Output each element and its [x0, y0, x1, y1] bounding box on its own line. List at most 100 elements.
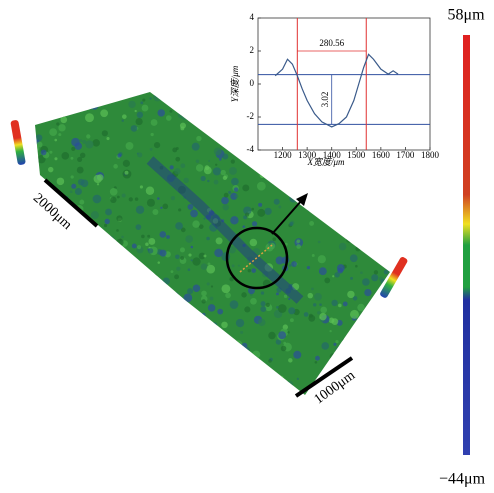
colorbar-min: −44μm	[439, 471, 486, 488]
texture	[378, 305, 382, 309]
texture	[372, 364, 380, 371]
texture	[144, 336, 150, 342]
texture	[235, 194, 239, 198]
texture	[387, 232, 390, 235]
texture	[372, 188, 380, 196]
texture	[96, 290, 101, 295]
texture	[373, 187, 378, 192]
texture	[96, 174, 104, 181]
texture	[67, 374, 74, 381]
texture	[231, 177, 239, 186]
texture	[251, 221, 258, 227]
texture	[228, 246, 236, 254]
texture	[382, 353, 385, 356]
texture	[320, 306, 328, 314]
texture	[179, 312, 185, 318]
colorbar	[463, 35, 470, 455]
texture	[191, 142, 200, 151]
texture	[106, 136, 110, 141]
texture	[153, 141, 161, 149]
texture	[134, 197, 139, 201]
texture	[82, 324, 91, 333]
texture	[296, 239, 301, 244]
texture	[360, 322, 364, 326]
texture	[195, 164, 204, 172]
texture	[121, 119, 124, 122]
texture	[40, 98, 50, 108]
texture	[130, 125, 138, 132]
texture	[229, 277, 234, 282]
texture	[58, 327, 68, 337]
texture	[72, 371, 77, 376]
texture	[273, 394, 279, 395]
texture	[334, 272, 340, 278]
texture	[213, 120, 223, 129]
texture	[272, 380, 276, 384]
texture	[79, 199, 85, 205]
y-tick-label: 4	[250, 12, 255, 22]
texture	[95, 352, 101, 359]
texture	[71, 331, 80, 341]
texture	[319, 303, 322, 307]
texture	[283, 294, 288, 299]
texture	[88, 325, 97, 333]
texture	[95, 332, 99, 336]
x-tick-label: 1300	[298, 150, 317, 160]
texture	[249, 363, 253, 368]
texture	[264, 207, 272, 215]
texture	[237, 264, 240, 267]
x-axis-label: X宽度/μm	[306, 157, 345, 167]
texture	[288, 264, 292, 267]
texture	[162, 277, 170, 285]
texture	[39, 373, 48, 381]
texture	[289, 194, 298, 203]
texture	[380, 199, 384, 203]
texture	[321, 342, 329, 350]
texture	[294, 172, 304, 182]
texture	[198, 252, 206, 260]
texture	[325, 210, 332, 217]
y-tick-label: 2	[250, 45, 255, 55]
texture	[147, 248, 154, 254]
texture	[260, 291, 265, 295]
texture	[249, 238, 258, 247]
texture	[256, 181, 266, 191]
texture	[384, 393, 389, 395]
texture	[183, 177, 189, 184]
texture	[193, 320, 199, 326]
texture	[221, 252, 231, 262]
texture	[159, 231, 167, 238]
texture	[36, 368, 46, 378]
texture	[200, 120, 208, 128]
texture	[226, 114, 234, 121]
texture	[200, 111, 209, 120]
texture	[347, 290, 355, 299]
texture	[122, 114, 127, 119]
texture	[103, 307, 107, 312]
texture	[341, 178, 345, 182]
texture	[180, 256, 185, 260]
texture	[75, 92, 83, 98]
texture	[90, 396, 96, 402]
texture	[27, 238, 32, 243]
texture	[117, 153, 122, 158]
texture	[162, 97, 167, 102]
texture	[58, 336, 63, 342]
texture	[364, 353, 372, 361]
texture	[228, 125, 232, 129]
texture	[223, 123, 231, 131]
texture	[381, 365, 386, 369]
texture	[121, 235, 124, 239]
texture	[185, 114, 193, 121]
texture	[240, 330, 244, 334]
texture	[203, 217, 206, 220]
texture	[222, 343, 230, 352]
texture	[277, 304, 287, 313]
texture	[190, 338, 196, 343]
texture	[229, 125, 236, 132]
texture	[229, 300, 239, 309]
texture	[204, 369, 208, 373]
texture	[32, 186, 35, 189]
texture	[42, 263, 46, 267]
texture	[53, 269, 60, 276]
